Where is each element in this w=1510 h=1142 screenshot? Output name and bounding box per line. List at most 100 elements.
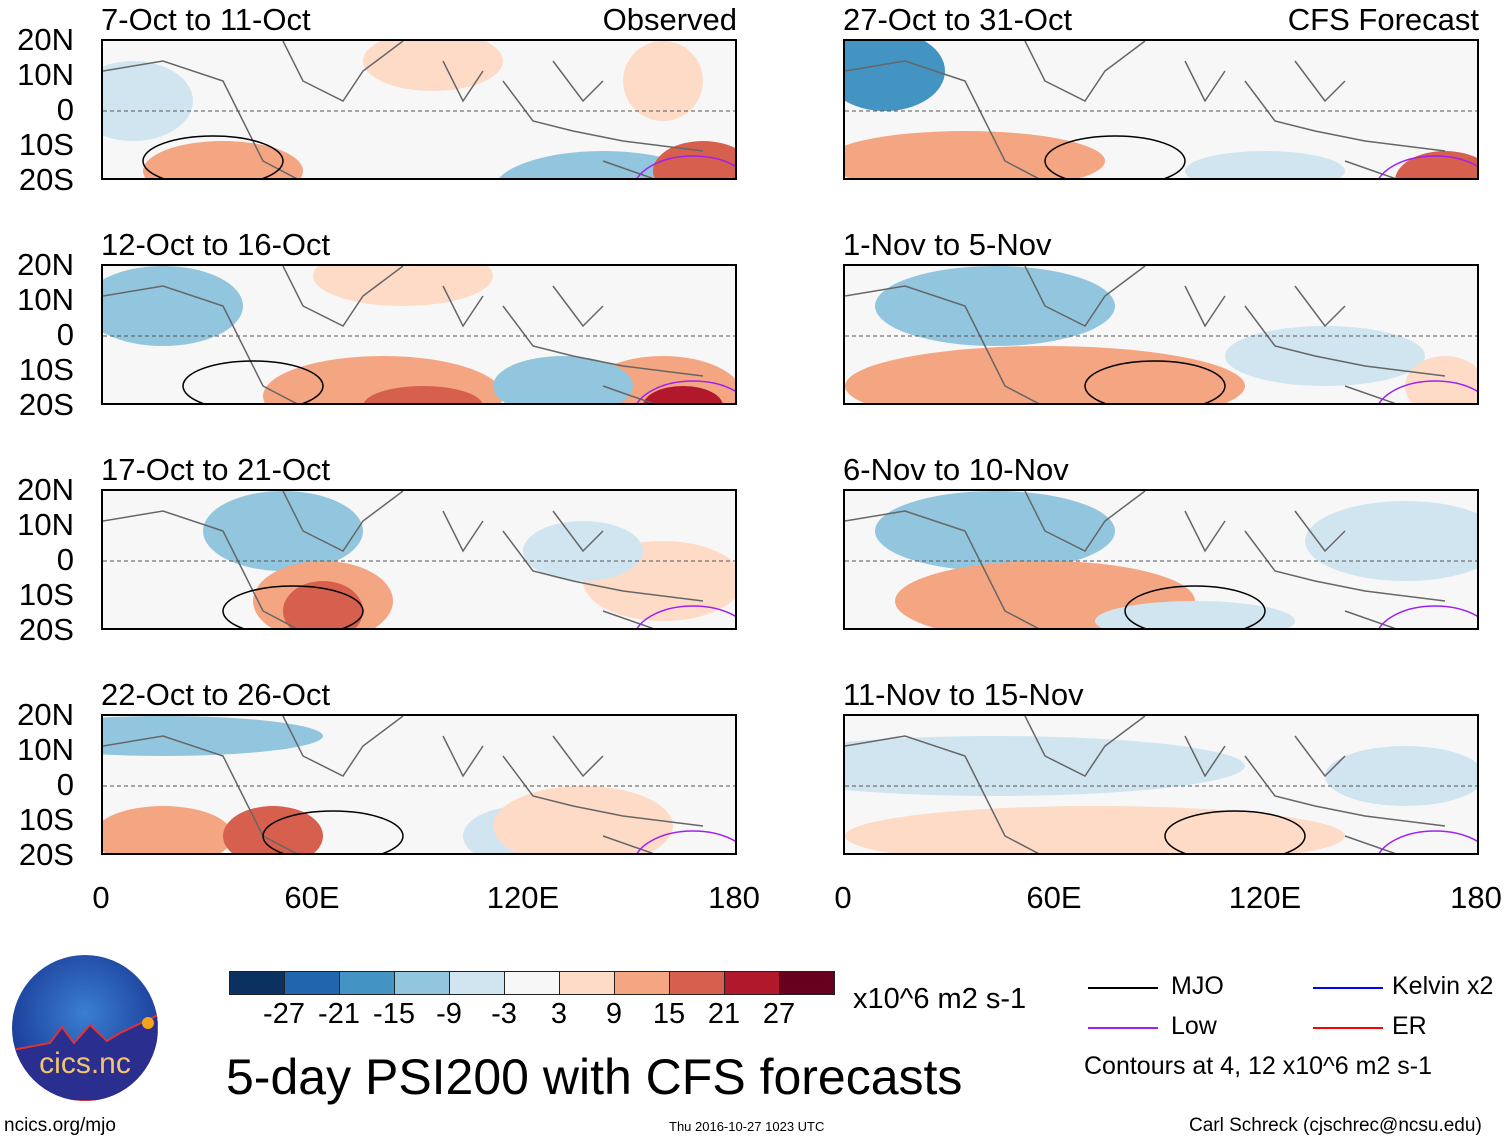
anomaly-map	[845, 266, 1477, 403]
anomaly-region	[875, 491, 1115, 571]
footer-url[interactable]: ncics.org/mjo	[4, 1115, 116, 1136]
colorbar-swatch	[725, 972, 780, 994]
lon-label: 120E	[486, 880, 560, 915]
low-contour	[636, 380, 735, 403]
lat-label: 10N	[17, 57, 74, 92]
map-panel-forecast-2	[843, 264, 1479, 405]
colorbar-swatch	[230, 972, 285, 994]
lat-label: 10S	[18, 352, 74, 387]
lat-label: 0	[56, 92, 74, 127]
lat-label: 20N	[17, 247, 74, 282]
anomaly-map	[103, 266, 735, 403]
cics-logo: cics.nc	[12, 955, 158, 1101]
coastlines	[845, 491, 1446, 628]
lat-label: 10N	[17, 282, 74, 317]
coastlines	[103, 266, 704, 403]
panel-date-range: 11-Nov to 15-Nov	[843, 677, 1084, 712]
anomaly-region	[845, 41, 945, 111]
panel-date-range: 22-Oct to 26-Oct	[101, 677, 331, 712]
colorbar-swatch	[615, 972, 670, 994]
lat-label: 20S	[18, 612, 74, 647]
low-contour	[636, 605, 735, 628]
anomaly-region	[1405, 356, 1477, 403]
coastlines	[845, 41, 1446, 178]
anomaly-region	[363, 41, 503, 91]
anomaly-region	[203, 491, 363, 571]
anomaly-region	[845, 806, 1345, 853]
legend-kelvin-line	[1313, 987, 1383, 989]
lat-label: 20S	[18, 387, 74, 422]
anomaly-map	[845, 491, 1477, 628]
panel-date-range: 1-Nov to 5-Nov	[843, 227, 1052, 262]
low-contour	[636, 830, 735, 853]
panel-date-range: 12-Oct to 16-Oct	[101, 227, 331, 262]
mountain-icon	[12, 1013, 158, 1101]
panel-date-range: 6-Nov to 10-Nov	[843, 452, 1069, 487]
lat-label: 20S	[18, 837, 74, 872]
footer-credit: Carl Schreck (cjschrec@ncsu.edu)	[1189, 1115, 1482, 1136]
colorbar-swatch	[395, 972, 450, 994]
anomaly-region	[623, 41, 703, 121]
anomaly-region	[363, 386, 483, 403]
map-panel-observed-3	[101, 489, 737, 630]
low-contour	[1378, 605, 1477, 628]
logo-text: cics.nc	[39, 1047, 131, 1080]
map-panel-observed-2	[101, 264, 737, 405]
anomaly-region	[1305, 501, 1477, 581]
coastlines	[103, 41, 704, 178]
colorbar-swatch	[670, 972, 725, 994]
anomaly-region	[313, 266, 493, 306]
anomaly-region	[1095, 601, 1295, 628]
legend-kelvin-label: Kelvin x2	[1392, 972, 1494, 1000]
colorbar-tick-label: -15	[373, 998, 415, 1030]
mjo-contour	[1164, 810, 1306, 853]
low-contour	[1378, 155, 1477, 178]
map-panel-forecast-4	[843, 714, 1479, 855]
map-panel-observed-1	[101, 39, 737, 180]
colorbar-swatch	[450, 972, 505, 994]
anomaly-region	[1325, 746, 1477, 806]
map-panel-forecast-3	[843, 489, 1479, 630]
legend-er-line	[1313, 1027, 1383, 1029]
colorbar-tick-label: 21	[707, 998, 741, 1030]
colorbar-tick-label: 15	[652, 998, 686, 1030]
lat-label: 20N	[17, 697, 74, 732]
anomaly-region	[875, 266, 1115, 346]
legend-low-line	[1088, 1027, 1158, 1029]
colorbar-swatch	[340, 972, 395, 994]
mjo-contour	[182, 360, 324, 403]
colorbar-swatch	[505, 972, 560, 994]
anomaly-map	[103, 41, 735, 178]
anomaly-region	[643, 386, 723, 403]
anomaly-region	[845, 131, 1105, 178]
colorbar-swatch	[285, 972, 340, 994]
lat-label: 10S	[18, 127, 74, 162]
anomaly-region	[103, 716, 323, 756]
anomaly-region	[493, 786, 673, 853]
colorbar-units: x10^6 m2 s-1	[853, 983, 1027, 1015]
anomaly-region	[653, 141, 735, 178]
map-panel-forecast-1	[843, 39, 1479, 180]
colorbar-swatch	[560, 972, 615, 994]
figure-title: 5-day PSI200 with CFS forecasts	[226, 1049, 963, 1105]
coastlines	[845, 716, 1446, 853]
colorbar-tick-label: -9	[436, 998, 462, 1030]
mjo-contour	[1124, 585, 1266, 628]
lat-label: 20S	[18, 162, 74, 197]
anomaly-region	[1185, 151, 1345, 178]
lon-label: 180	[1450, 880, 1502, 915]
lat-label: 10S	[18, 577, 74, 612]
legend-er-label: ER	[1392, 1012, 1427, 1040]
anomaly-region	[845, 736, 1245, 796]
lat-label: 0	[56, 317, 74, 352]
lon-label: 60E	[284, 880, 340, 915]
anomaly-region	[493, 356, 633, 403]
anomaly-region	[103, 806, 233, 853]
low-contour	[636, 155, 735, 178]
anomaly-map	[103, 491, 735, 628]
colorbar-swatch	[780, 972, 834, 994]
colorbar-tick-label: -21	[318, 998, 360, 1030]
lat-label: 10S	[18, 802, 74, 837]
legend-mjo-label: MJO	[1171, 972, 1224, 1000]
